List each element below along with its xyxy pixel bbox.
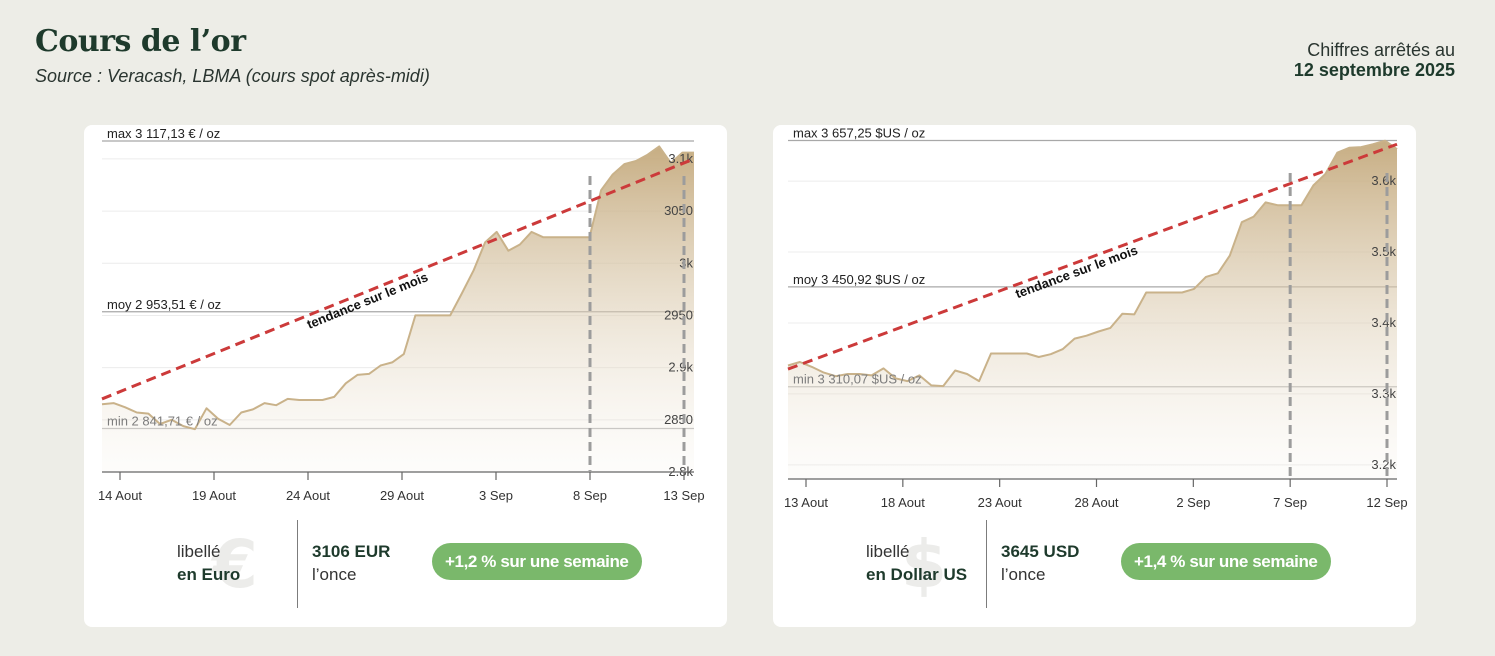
date-prefix: Chiffres arrêtés au — [1307, 40, 1455, 60]
x-tick-label: 28 Aout — [1074, 495, 1118, 510]
price-line — [101, 145, 694, 431]
y-tick-label: 2850 — [664, 412, 693, 427]
price-block: 3645 USD l’once — [1001, 540, 1079, 586]
x-tick-label: 12 Sep — [1366, 495, 1407, 510]
chart-card-usd: max 3 657,25 $US / oz moy 3 450,92 $US / … — [773, 125, 1416, 627]
footer-divider — [986, 520, 987, 608]
price-line — [787, 139, 1398, 388]
y-tick-label: 2950 — [664, 307, 693, 322]
trend-line — [787, 142, 1398, 371]
reference-label: max 3 657,25 $US / oz — [793, 125, 925, 140]
price-area — [102, 146, 694, 472]
card-footer-usd: $ libellé en Dollar US 3645 USD l’once +… — [773, 520, 1416, 610]
currency-label: libellé en Euro — [177, 540, 240, 586]
footer-divider — [297, 520, 298, 608]
x-tick-label: 3 Sep — [479, 488, 513, 503]
x-tick-label: 14 Aout — [98, 488, 142, 503]
x-tick-label: 24 Aout — [286, 488, 330, 503]
date-value: 12 septembre 2025 — [1293, 60, 1455, 80]
reference-label: moy 3 450,92 $US / oz — [793, 272, 925, 287]
currency-label: libellé en Dollar US — [866, 540, 967, 586]
libelle-text: libellé — [866, 542, 910, 561]
euro-icon: € — [212, 526, 258, 603]
y-tick-label: 3.2k — [1371, 457, 1396, 472]
currency-name: en Euro — [177, 565, 241, 584]
y-tick-label: 3.4k — [1371, 315, 1396, 330]
x-tick-label: 7 Sep — [1273, 495, 1307, 510]
y-tick-label: 3.5k — [1371, 244, 1396, 259]
y-tick-label: 3050 — [664, 203, 693, 218]
x-tick-label: 2 Sep — [1176, 495, 1210, 510]
x-tick-label: 8 Sep — [573, 488, 607, 503]
x-tick-label: 13 Aout — [784, 495, 828, 510]
price-area — [788, 140, 1397, 479]
y-tick-label: 3.6k — [1371, 173, 1396, 188]
y-tick-label: 2.9k — [668, 360, 693, 375]
dollar-icon: $ — [901, 526, 947, 603]
price-value: 3645 USD — [1001, 542, 1080, 561]
price-unit: l’once — [312, 565, 357, 584]
weekly-change-badge: +1,4 % sur une semaine — [1121, 543, 1331, 580]
libelle-text: libellé — [177, 542, 221, 561]
page-subtitle: Source : Veracash, LBMA (cours spot aprè… — [35, 66, 430, 86]
currency-name: en Dollar US — [866, 565, 968, 584]
card-footer-eur: € libellé en Euro 3106 EUR l’once +1,2 %… — [84, 520, 727, 610]
y-tick-label: 3k — [679, 255, 693, 270]
reference-label: min 2 841,71 € / oz — [107, 413, 218, 428]
y-tick-label: 3.3k — [1371, 386, 1396, 401]
x-tick-label: 19 Aout — [192, 488, 236, 503]
chart-card-eur: max 3 117,13 € / oz moy 2 953,51 € / oz mi… — [84, 125, 727, 627]
price-unit: l’once — [1001, 565, 1046, 584]
x-tick-label: 29 Aout — [380, 488, 424, 503]
reference-label: max 3 117,13 € / oz — [107, 126, 220, 141]
reference-label: min 3 310,07 $US / oz — [793, 372, 922, 387]
trend-label: tendance sur le mois — [305, 269, 430, 331]
x-tick-label: 18 Aout — [881, 495, 925, 510]
x-tick-label: 23 Aout — [978, 495, 1022, 510]
price-value: 3106 EUR — [312, 542, 391, 561]
date-box: Chiffres arrêtés au 12 septembre 2025 — [1294, 40, 1455, 80]
x-tick-label: 13 Sep — [663, 488, 704, 503]
trend-label: tendance sur le mois — [1013, 242, 1140, 301]
chart-svg-eur: max 3 117,13 € / oz moy 2 953,51 € / oz mi… — [98, 126, 705, 503]
page-title: Cours de l’or — [35, 24, 246, 59]
trend-line — [101, 157, 695, 401]
chart-svg-usd: max 3 657,25 $US / oz moy 3 450,92 $US / … — [784, 125, 1408, 510]
reference-label: moy 2 953,51 € / oz — [107, 297, 221, 312]
price-block: 3106 EUR l’once — [312, 540, 390, 586]
weekly-change-badge: +1,2 % sur une semaine — [432, 543, 642, 580]
